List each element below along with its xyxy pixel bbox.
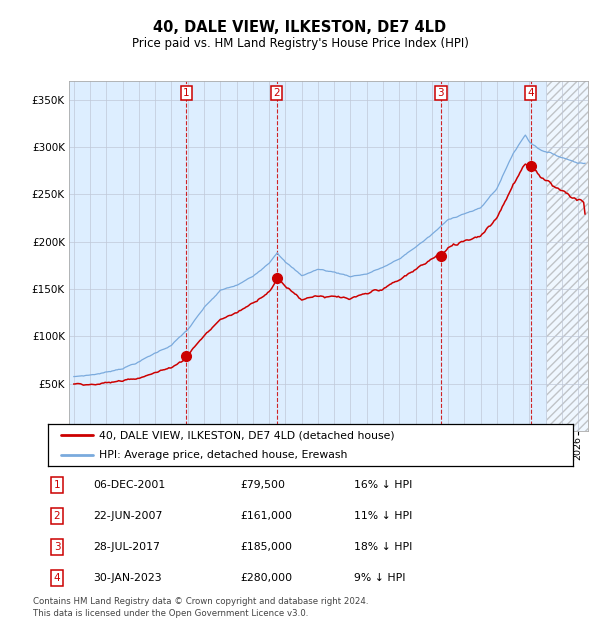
- Text: 1: 1: [53, 480, 61, 490]
- Text: £280,000: £280,000: [240, 573, 292, 583]
- Text: 06-DEC-2001: 06-DEC-2001: [93, 480, 165, 490]
- Text: £79,500: £79,500: [240, 480, 285, 490]
- Text: 30-JAN-2023: 30-JAN-2023: [93, 573, 161, 583]
- Text: 4: 4: [53, 573, 61, 583]
- Text: 2: 2: [53, 511, 61, 521]
- Text: 18% ↓ HPI: 18% ↓ HPI: [354, 542, 412, 552]
- Text: 4: 4: [527, 88, 534, 98]
- Text: 9% ↓ HPI: 9% ↓ HPI: [354, 573, 406, 583]
- Text: 2: 2: [274, 88, 280, 98]
- Text: 1: 1: [183, 88, 190, 98]
- Bar: [547, 81, 588, 431]
- Text: HPI: Average price, detached house, Erewash: HPI: Average price, detached house, Erew…: [100, 450, 348, 460]
- Text: 16% ↓ HPI: 16% ↓ HPI: [354, 480, 412, 490]
- Text: £161,000: £161,000: [240, 511, 292, 521]
- Text: 28-JUL-2017: 28-JUL-2017: [93, 542, 160, 552]
- Text: Price paid vs. HM Land Registry's House Price Index (HPI): Price paid vs. HM Land Registry's House …: [131, 37, 469, 50]
- Text: Contains HM Land Registry data © Crown copyright and database right 2024.
This d: Contains HM Land Registry data © Crown c…: [33, 597, 368, 618]
- Text: 3: 3: [53, 542, 61, 552]
- Text: 40, DALE VIEW, ILKESTON, DE7 4LD (detached house): 40, DALE VIEW, ILKESTON, DE7 4LD (detach…: [100, 430, 395, 440]
- Text: 3: 3: [437, 88, 444, 98]
- Text: £185,000: £185,000: [240, 542, 292, 552]
- Text: 22-JUN-2007: 22-JUN-2007: [93, 511, 163, 521]
- Text: 11% ↓ HPI: 11% ↓ HPI: [354, 511, 412, 521]
- Text: 40, DALE VIEW, ILKESTON, DE7 4LD: 40, DALE VIEW, ILKESTON, DE7 4LD: [154, 20, 446, 35]
